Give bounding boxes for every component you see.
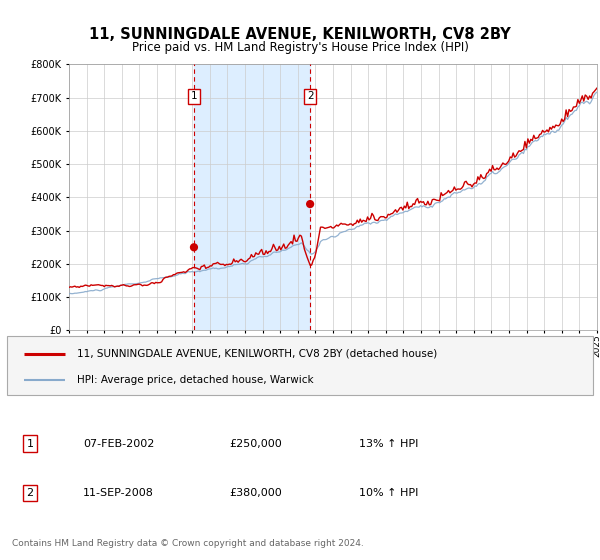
Text: Contains HM Land Registry data © Crown copyright and database right 2024.: Contains HM Land Registry data © Crown c… [13, 539, 364, 548]
Text: 1: 1 [26, 438, 34, 449]
Point [189, 243, 199, 252]
Bar [194, 64, 310, 330]
Text: HPI: Average price, detached house, Warwick: HPI: Average price, detached house, Warw… [77, 375, 314, 385]
Text: 2: 2 [26, 488, 34, 498]
Text: 2: 2 [307, 91, 313, 101]
Text: 11, SUNNINGDALE AVENUE, KENILWORTH, CV8 2BY (detached house): 11, SUNNINGDALE AVENUE, KENILWORTH, CV8 … [77, 349, 437, 358]
Text: £380,000: £380,000 [230, 488, 283, 498]
Text: 1: 1 [191, 91, 197, 101]
Text: 11-SEP-2008: 11-SEP-2008 [83, 488, 154, 498]
Text: 10% ↑ HPI: 10% ↑ HPI [359, 488, 418, 498]
Text: 11, SUNNINGDALE AVENUE, KENILWORTH, CV8 2BY: 11, SUNNINGDALE AVENUE, KENILWORTH, CV8 … [89, 27, 511, 42]
Text: Price paid vs. HM Land Registry's House Price Index (HPI): Price paid vs. HM Land Registry's House … [131, 41, 469, 54]
Text: 13% ↑ HPI: 13% ↑ HPI [359, 438, 418, 449]
Point [305, 199, 315, 208]
Text: £250,000: £250,000 [230, 438, 283, 449]
Text: 07-FEB-2002: 07-FEB-2002 [83, 438, 154, 449]
